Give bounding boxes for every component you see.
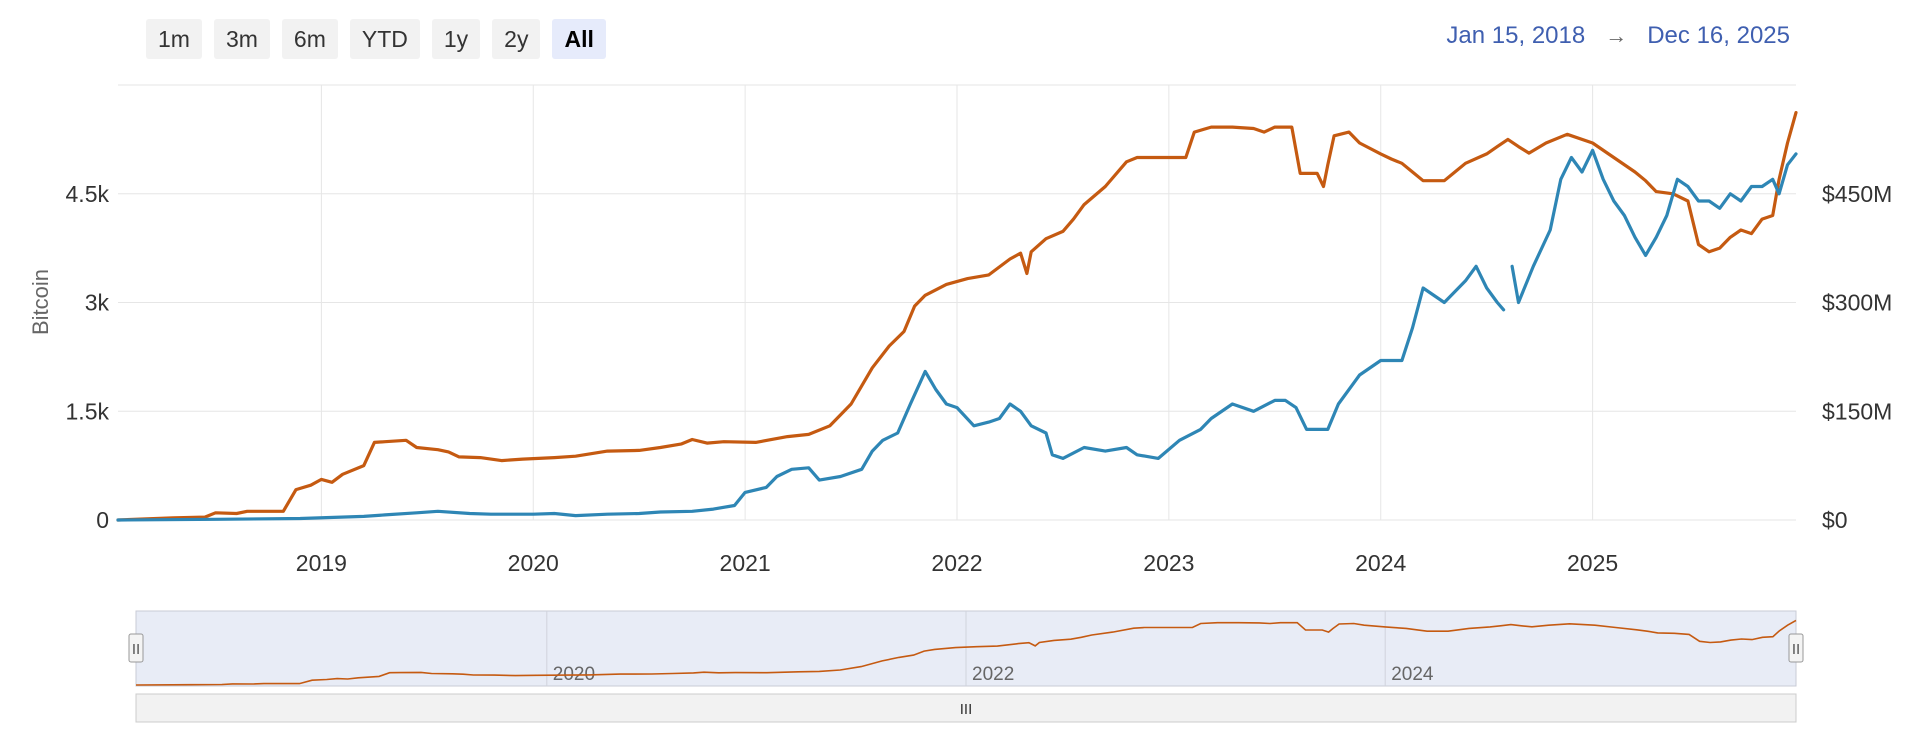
series-line-bitcoin bbox=[116, 111, 1798, 522]
range-button-6m[interactable]: 6m bbox=[281, 19, 338, 59]
scrollbar-track bbox=[135, 693, 1797, 723]
navigator-label: 2024 bbox=[1391, 664, 1434, 685]
y-left-tick-label: 4.5k bbox=[66, 181, 110, 207]
y-left-tick-label: 3k bbox=[85, 290, 110, 316]
series-line-usd-value bbox=[116, 148, 1798, 522]
x-tick-label: 2025 bbox=[1567, 550, 1618, 576]
date-to[interactable]: Dec 16, 2025 bbox=[1647, 22, 1790, 49]
range-button-3m[interactable]: 3m bbox=[213, 19, 270, 59]
navigator-series-line bbox=[135, 619, 1797, 686]
date-from[interactable]: Jan 15, 2018 bbox=[1446, 22, 1586, 49]
handle-body bbox=[128, 633, 144, 663]
y-axis-title: Bitcoin bbox=[28, 269, 53, 335]
range-selector: 1m 3m 6m YTD 1y 2y All bbox=[146, 19, 606, 59]
scrollbar-grip-icon: III bbox=[960, 701, 973, 718]
navigator-handle-left[interactable]: II bbox=[128, 633, 144, 663]
navigator-label: 2022 bbox=[972, 664, 1014, 685]
range-button-1m[interactable]: 1m bbox=[146, 19, 202, 59]
range-button-1y[interactable]: 1y bbox=[431, 19, 481, 59]
x-tick-label: 2020 bbox=[508, 550, 559, 576]
navigator-scrollbar[interactable]: III bbox=[135, 693, 1797, 723]
x-tick-label: 2021 bbox=[720, 550, 771, 576]
y-right-tick-label: $0 bbox=[1822, 507, 1848, 533]
x-tick-label: 2024 bbox=[1355, 550, 1406, 576]
x-tick-label: 2019 bbox=[296, 550, 347, 576]
handle-body bbox=[1788, 633, 1804, 663]
y-right-tick-label: $150M bbox=[1822, 398, 1892, 424]
drag-handle-icon: II bbox=[132, 641, 140, 658]
arrow-right-icon: → bbox=[1605, 23, 1628, 48]
x-tick-label: 2022 bbox=[931, 550, 982, 576]
range-button-ytd[interactable]: YTD bbox=[349, 19, 420, 59]
range-button-2y[interactable]: 2y bbox=[492, 19, 541, 59]
navigator-handle-right[interactable]: II bbox=[1788, 633, 1804, 663]
y-right-tick-label: $450M bbox=[1822, 181, 1892, 207]
y-right-tick-label: $300M bbox=[1822, 290, 1892, 316]
range-button-all[interactable]: All bbox=[552, 19, 606, 59]
y-left-tick-label: 1.5k bbox=[66, 398, 110, 424]
date-range-display: Jan 15, 2018 → Dec 16, 2025 bbox=[1446, 22, 1790, 50]
drag-handle-icon: II bbox=[1792, 641, 1800, 658]
x-tick-label: 2023 bbox=[1143, 550, 1194, 576]
y-left-tick-label: 0 bbox=[96, 507, 109, 533]
